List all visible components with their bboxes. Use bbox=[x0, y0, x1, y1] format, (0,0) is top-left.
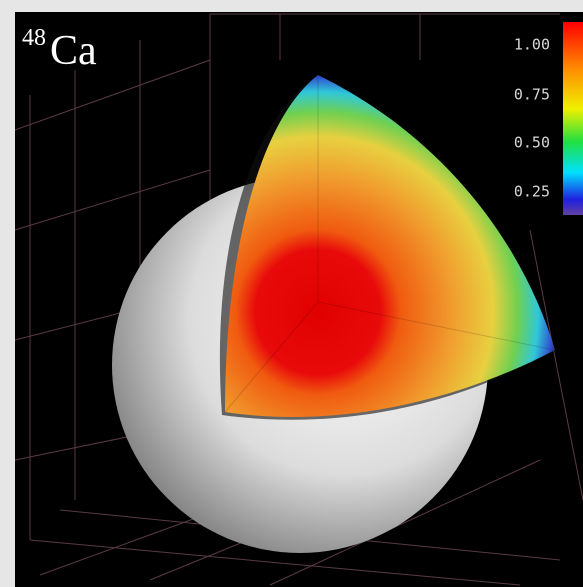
colorbar-tick: 0.75 bbox=[514, 86, 550, 104]
cut-edges bbox=[224, 75, 556, 413]
colorbar bbox=[563, 22, 583, 215]
colorbar-tick: 0.50 bbox=[514, 134, 550, 152]
colorbar-tick: 0.25 bbox=[514, 183, 550, 201]
colorbar-tick: 1.00 bbox=[514, 36, 550, 54]
isotope-mass: 48 bbox=[22, 25, 46, 51]
element-symbol: Ca bbox=[50, 28, 97, 74]
density-cutaway bbox=[225, 75, 555, 417]
